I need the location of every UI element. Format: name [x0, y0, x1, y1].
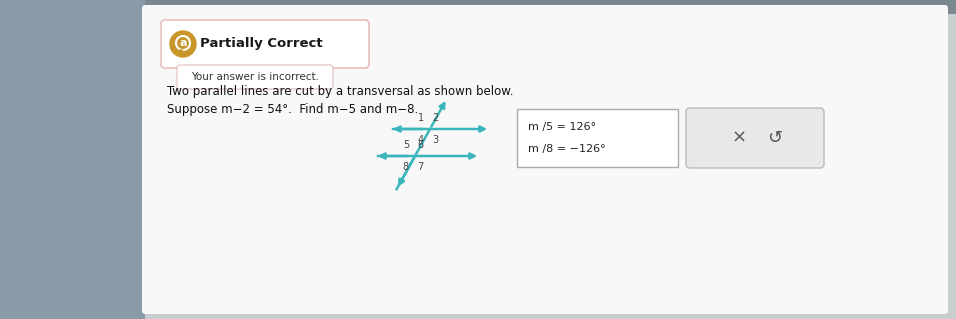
- Circle shape: [170, 31, 196, 57]
- Text: 4: 4: [418, 135, 424, 145]
- Polygon shape: [176, 49, 184, 54]
- FancyBboxPatch shape: [686, 108, 824, 168]
- FancyBboxPatch shape: [161, 20, 369, 68]
- Text: ↺: ↺: [767, 129, 782, 147]
- Text: Two parallel lines are cut by a transversal as shown below.: Two parallel lines are cut by a transver…: [167, 85, 513, 98]
- Text: ×: ×: [732, 129, 747, 147]
- Text: 6: 6: [417, 140, 424, 150]
- Text: Suppose m−2 = 54°.  Find m−5 and m−8.: Suppose m−2 = 54°. Find m−5 and m−8.: [167, 102, 418, 115]
- FancyBboxPatch shape: [177, 65, 333, 89]
- Text: Your answer is incorrect.: Your answer is incorrect.: [191, 72, 319, 82]
- Text: 8: 8: [402, 162, 409, 172]
- Text: 7: 7: [417, 162, 424, 172]
- Text: 2: 2: [432, 113, 438, 123]
- Text: 3: 3: [432, 135, 438, 145]
- Text: 5: 5: [402, 140, 409, 150]
- FancyBboxPatch shape: [517, 109, 678, 167]
- Text: m ∕5 = 126°: m ∕5 = 126°: [528, 122, 597, 131]
- FancyBboxPatch shape: [0, 0, 145, 319]
- FancyBboxPatch shape: [145, 0, 956, 14]
- Text: Partially Correct: Partially Correct: [200, 38, 322, 50]
- Text: 1: 1: [418, 113, 424, 123]
- Text: m ∕8 = −126°: m ∕8 = −126°: [528, 145, 605, 154]
- Text: a: a: [179, 38, 186, 48]
- FancyBboxPatch shape: [142, 5, 948, 314]
